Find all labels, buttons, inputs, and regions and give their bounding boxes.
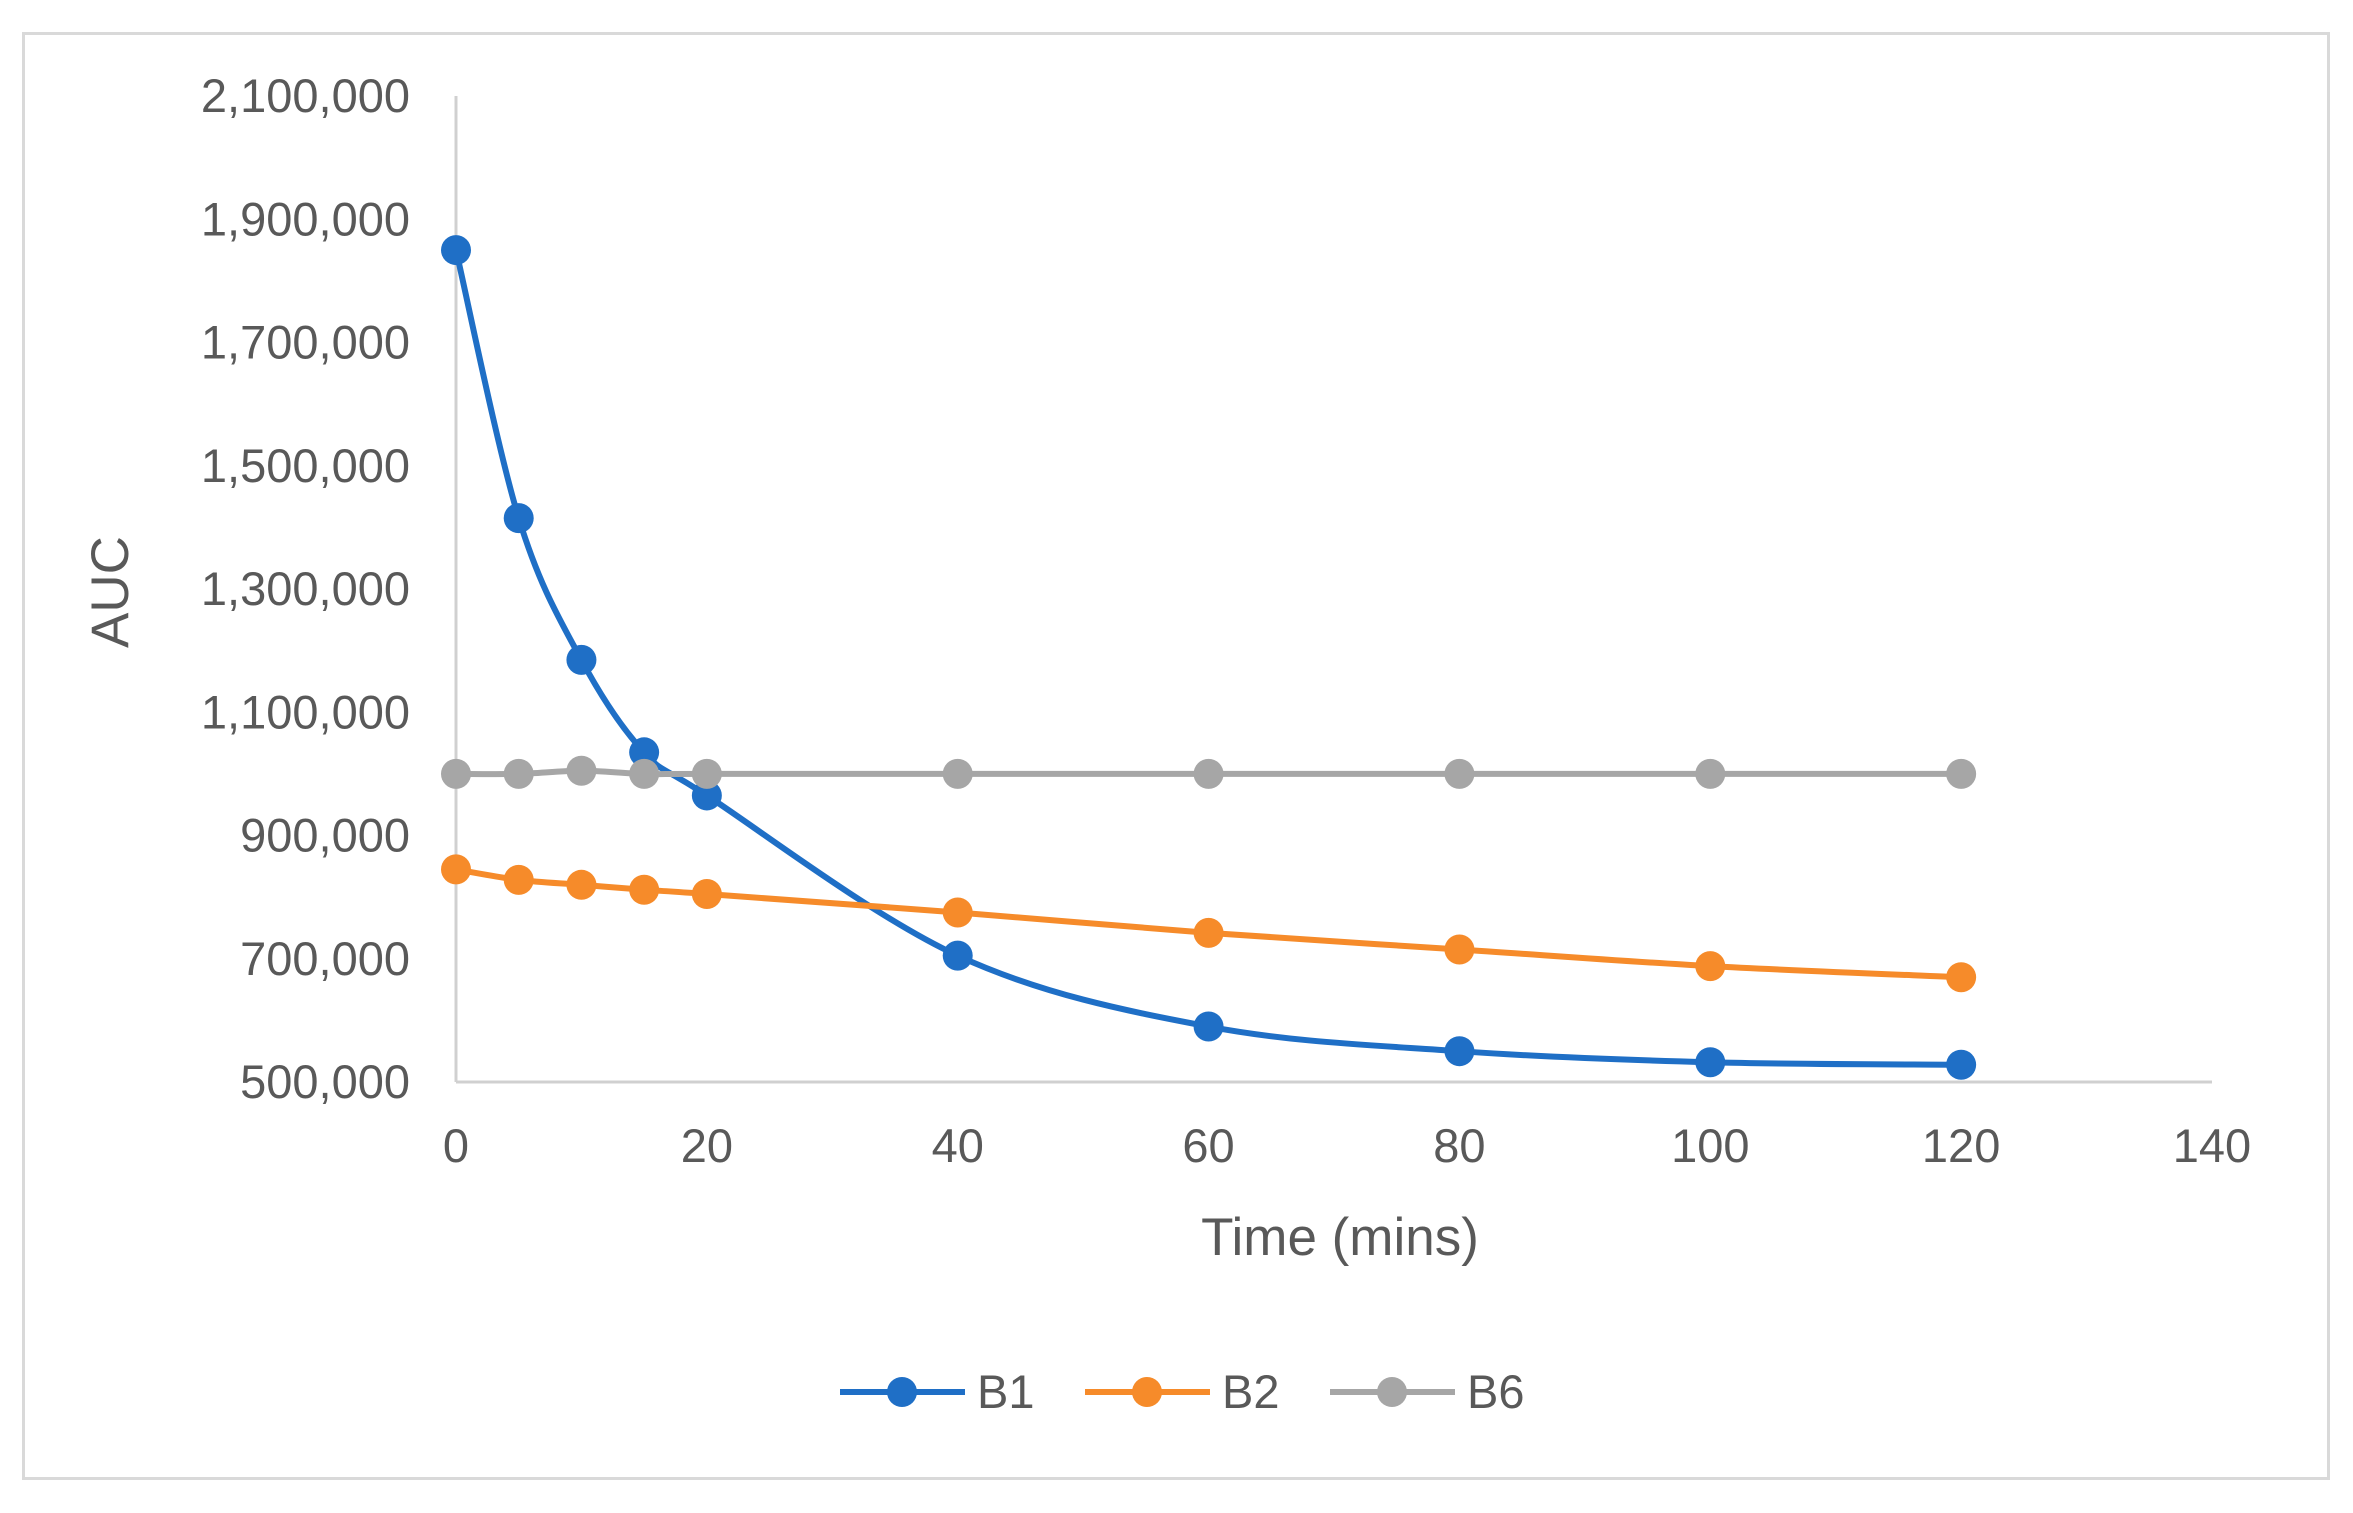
data-point-b2 <box>441 854 471 885</box>
data-point-b1 <box>1444 1036 1475 1067</box>
y-axis-ticks: 500,000 700,000 900,000 1,100,000 1,300,000 1… <box>201 69 410 1108</box>
y-tick-label: 900,000 <box>240 809 410 862</box>
legend-label: B6 <box>1467 1365 1525 1418</box>
legend-item-b1: B1 <box>840 1365 1035 1418</box>
x-tick-label: 100 <box>1671 1119 1749 1172</box>
y-tick-label: 1,300,000 <box>201 562 410 615</box>
data-point-b6 <box>566 755 597 786</box>
x-tick-label: 0 <box>443 1119 469 1172</box>
x-tick-label: 80 <box>1433 1119 1485 1172</box>
x-tick-label: 120 <box>1922 1119 2000 1172</box>
legend-swatch-marker <box>887 1377 917 1407</box>
data-point-b6 <box>441 758 471 789</box>
legend-swatch-marker <box>1132 1377 1162 1407</box>
data-point-b1 <box>1695 1047 1726 1078</box>
data-point-b2 <box>1946 962 1977 993</box>
legend: B1 B2 B6 <box>840 1365 1525 1418</box>
x-axis-title: Time (mins) <box>1201 1208 1479 1267</box>
series-b6 <box>441 755 1977 789</box>
data-point-b2 <box>1444 934 1475 965</box>
y-tick-label: 500,000 <box>240 1055 410 1108</box>
data-point-b1 <box>1946 1049 1977 1080</box>
legend-label: B1 <box>977 1365 1035 1418</box>
data-point-b1 <box>942 940 973 971</box>
legend-item-b2: B2 <box>1085 1365 1280 1418</box>
y-tick-label: 1,500,000 <box>201 439 410 492</box>
axes <box>454 96 2212 1084</box>
data-point-b2 <box>503 864 534 895</box>
data-point-b1 <box>566 644 597 675</box>
x-tick-label: 60 <box>1182 1119 1234 1172</box>
y-tick-label: 1,900,000 <box>201 192 410 245</box>
legend-swatch-marker <box>1377 1377 1407 1407</box>
x-tick-label: 20 <box>681 1119 733 1172</box>
series-layer <box>441 235 1977 1080</box>
legend-item-b6: B6 <box>1330 1365 1525 1418</box>
series-b2 <box>441 854 1977 993</box>
x-tick-label: 140 <box>2173 1119 2251 1172</box>
data-point-b6 <box>1695 758 1726 789</box>
series-b1 <box>441 235 1977 1080</box>
x-tick-label: 40 <box>932 1119 984 1172</box>
y-tick-label: 700,000 <box>240 932 410 985</box>
chart-frame <box>22 32 2330 1480</box>
y-tick-label: 2,100,000 <box>201 69 410 122</box>
y-tick-label: 1,100,000 <box>201 685 410 738</box>
data-point-b1 <box>691 780 722 811</box>
data-point-b6 <box>1946 758 1977 789</box>
data-point-b6 <box>1193 758 1224 789</box>
data-point-b2 <box>1695 951 1726 982</box>
x-axis-ticks: 0 20 40 60 80 100 120 140 <box>443 1119 2251 1172</box>
data-point-b6 <box>629 758 660 789</box>
data-point-b1 <box>441 235 471 266</box>
data-point-b1 <box>1193 1011 1224 1042</box>
series-line-b1 <box>453 249 1962 1068</box>
data-point-b6 <box>503 758 534 789</box>
y-tick-label: 1,700,000 <box>201 316 410 369</box>
data-point-b6 <box>1444 758 1475 789</box>
data-point-b2 <box>629 874 660 905</box>
data-point-b6 <box>691 758 722 789</box>
data-point-b2 <box>942 897 973 928</box>
data-point-b6 <box>942 758 973 789</box>
data-point-b1 <box>629 737 660 768</box>
data-point-b2 <box>566 869 597 900</box>
legend-label: B2 <box>1222 1365 1280 1418</box>
y-axis-title: AUC <box>81 536 140 648</box>
data-point-b2 <box>691 879 722 910</box>
data-point-b1 <box>503 503 534 534</box>
data-point-b2 <box>1193 917 1224 948</box>
